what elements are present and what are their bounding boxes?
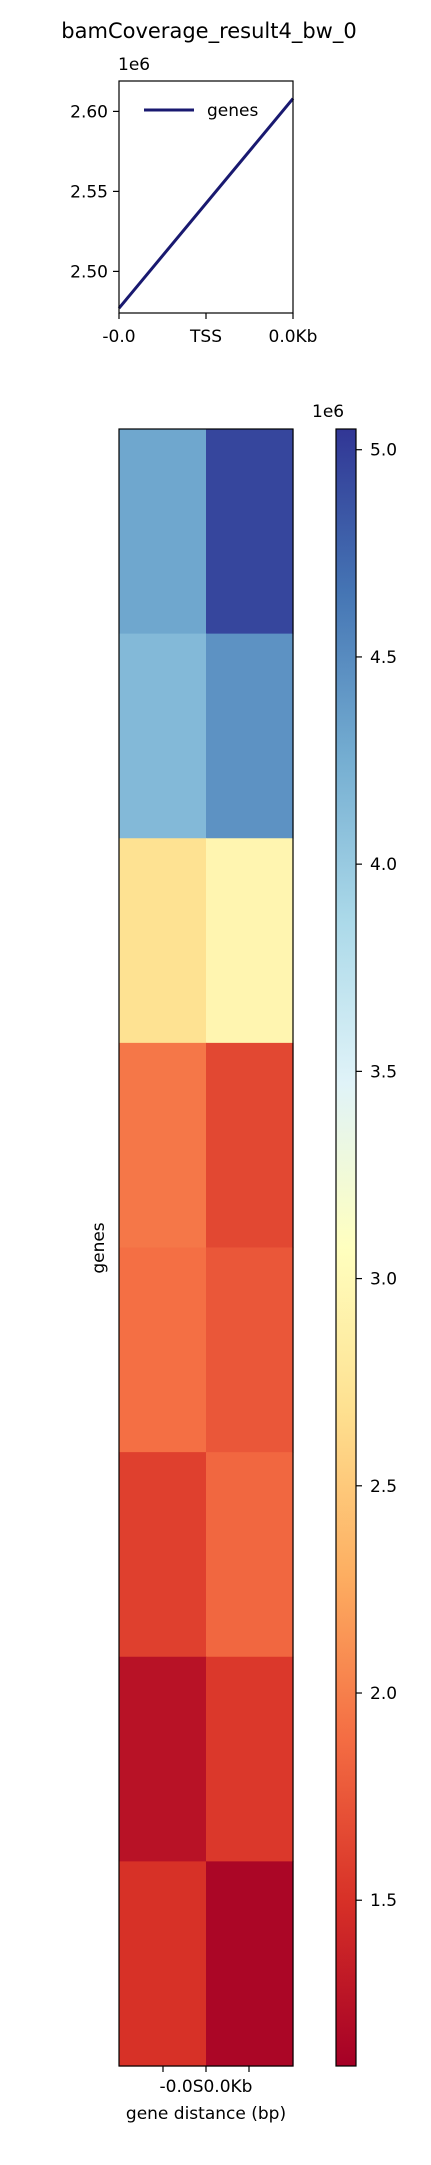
figure-title: bamCoverage_result4_bw_0 [61, 19, 356, 44]
profile-offset-label: 1e6 [118, 55, 150, 75]
profile-x-tick-label: 0.0Kb [269, 327, 318, 347]
heatmap-cell [119, 838, 207, 1044]
colorbar-tick-label: 2.0 [370, 1684, 397, 1704]
colorbar-offset-label: 1e6 [312, 402, 344, 422]
heatmap-cell [206, 1452, 294, 1658]
heatmap-cell [119, 633, 207, 839]
profile-axes-frame [118, 80, 294, 314]
profile-legend: genes [144, 101, 258, 121]
colorbar-tick-label: 4.5 [370, 648, 397, 668]
heatmap-cell [119, 429, 207, 635]
legend-label-genes: genes [207, 101, 258, 121]
heatmap-cell [206, 1861, 294, 2067]
heatmap-x-tick-overlap: -0.0S0.0Kb [160, 2077, 253, 2097]
series-line-genes [117, 97, 295, 310]
colorbar-tick-label: 3.0 [370, 1270, 397, 1290]
colorbar-gradient [335, 428, 357, 2067]
profile-y-axis: 2.50 2.55 2.60 [70, 102, 119, 282]
profile-x-tick-label: TSS [189, 327, 222, 347]
heatmap-cell [206, 633, 294, 839]
profile-x-tick-label: -0.0 [102, 327, 135, 347]
heatmap-cells [119, 429, 294, 2067]
profile-y-tick-label: 2.50 [70, 262, 108, 282]
heatmap-cell [206, 838, 294, 1044]
heatmap-cell [119, 1042, 207, 1249]
heatmap-cell [119, 1861, 207, 2067]
profile-y-tick-label: 2.55 [70, 182, 108, 202]
colorbar-tick-label: 2.5 [370, 1477, 397, 1497]
colorbar: 1e6 1.5 2.0 2.5 3.0 3.5 4.0 4.5 5.0 [312, 402, 397, 2067]
colorbar-ticks: 1.5 2.0 2.5 3.0 3.5 4.0 4.5 5.0 [356, 441, 397, 1911]
profile-x-axis: -0.0 TSS 0.0Kb [102, 313, 317, 347]
profile-y-tick-label: 2.60 [70, 102, 108, 122]
heatmap-cell [119, 1247, 207, 1453]
colorbar-tick-label: 4.0 [370, 855, 397, 875]
heatmap-x-axis [162, 2066, 250, 2072]
profile-plot: 1e6 2.50 2.55 2.60 -0.0 TSS 0.0Kb genes [70, 55, 317, 347]
colorbar-tick-label: 1.5 [370, 1891, 397, 1911]
heatmap-x-axis-label: gene distance (bp) [126, 2104, 286, 2124]
colorbar-tick-label: 5.0 [370, 441, 397, 461]
heatmap-cell [206, 1247, 294, 1453]
heatmap-cell [206, 429, 294, 635]
heatmap-cell [206, 1042, 294, 1249]
heatmap-cell [119, 1656, 207, 1862]
heatmap-cell [206, 1656, 294, 1862]
heatmap-plot: -0.0S0.0Kb gene distance (bp) genes [89, 428, 294, 2124]
heatmap-cell [119, 1452, 207, 1658]
heatmap-y-axis-label: genes [89, 1222, 109, 1273]
colorbar-tick-label: 3.5 [370, 1062, 397, 1082]
